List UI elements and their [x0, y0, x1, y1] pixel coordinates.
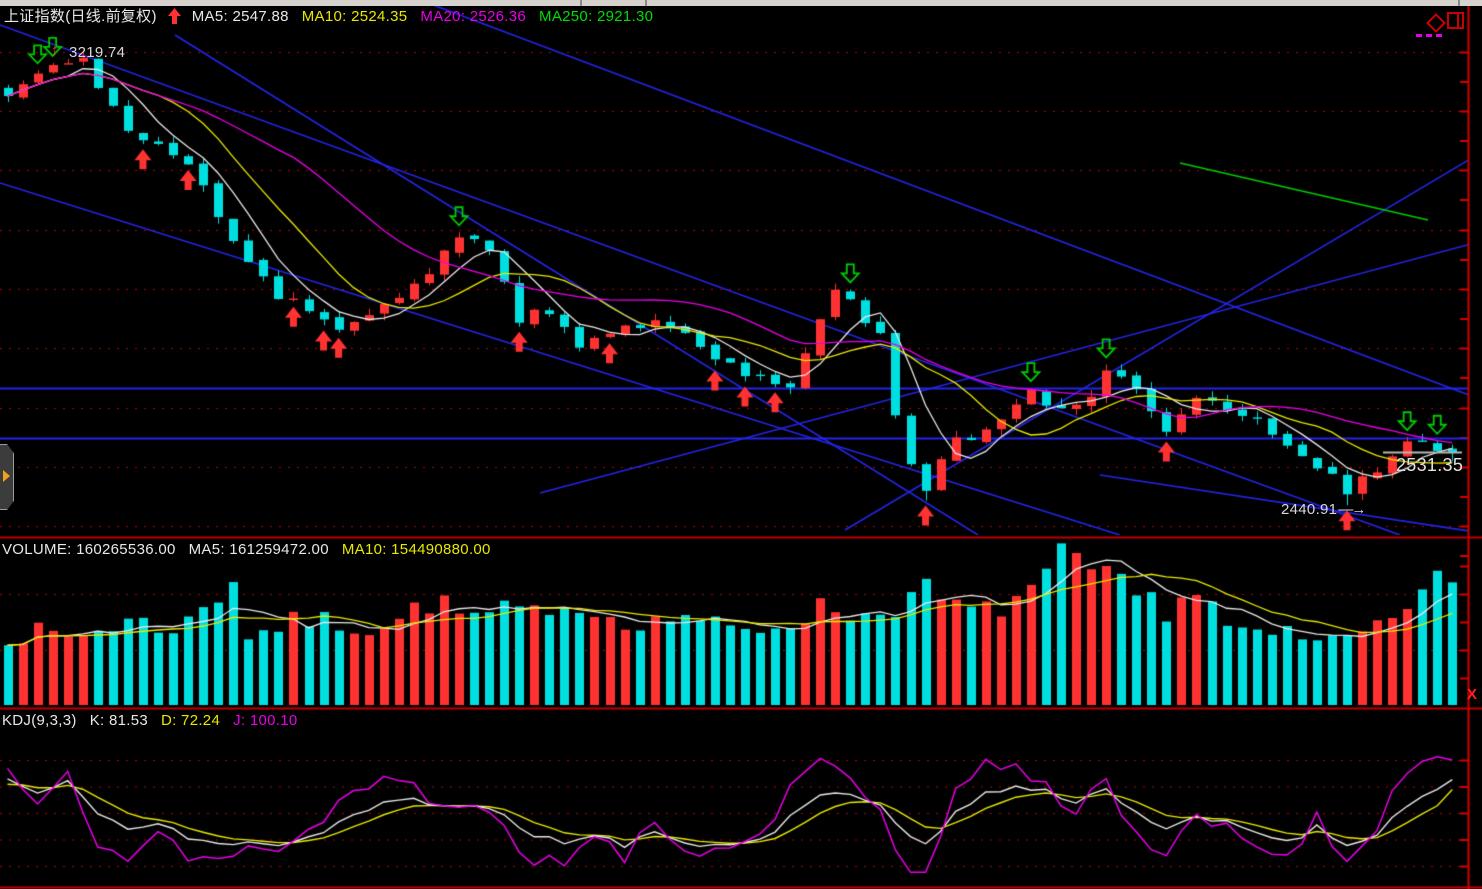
last-price-label: 2531.35: [1396, 455, 1464, 475]
up-arrow-icon: [167, 8, 181, 24]
volume-legend: VOLUME: 160265536.00 MA5: 161259472.00 M…: [2, 541, 491, 558]
ma10-legend: MA10: 2524.35: [301, 8, 408, 25]
kdj-name: KDJ(9,3,3): [2, 712, 77, 729]
volume-ma5: MA5: 161259472.00: [188, 541, 329, 558]
volume-value: VOLUME: 160265536.00: [2, 541, 176, 558]
chart-title: 上证指数(日线.前复权): [4, 8, 157, 25]
expand-triangle-icon: [3, 470, 10, 482]
peak-price-label: 3219.74: [69, 44, 126, 61]
ma20-legend: MA20: 2526.36: [420, 8, 527, 25]
sidebar-expand-handle[interactable]: [0, 444, 14, 510]
kdj-j-value: J: 100.10: [233, 712, 298, 729]
ma5-legend: MA5: 2547.88: [191, 8, 289, 25]
kdj-d-value: D: 72.24: [160, 712, 221, 729]
peak-arrow-glyph: ↑: [51, 42, 59, 59]
split-window-divider: [1457, 14, 1459, 27]
indicator-close-button[interactable]: X: [1467, 686, 1478, 703]
kdj-legend: KDJ(9,3,3) K: 81.53 D: 72.24 J: 100.10: [2, 712, 298, 729]
kdj-k-value: K: 81.53: [89, 712, 148, 729]
low-pointer-arrow: —→: [1338, 501, 1366, 518]
main-chart-legend: 上证指数(日线.前复权) MA5: 2547.88 MA10: 2524.35 …: [4, 8, 653, 25]
ma250-legend: MA250: 2921.30: [539, 8, 654, 25]
split-window-icon[interactable]: [1447, 12, 1464, 29]
window-top-edge: [0, 0, 1482, 6]
volume-ma10: MA10: 154490880.00: [341, 541, 491, 558]
ellipsis-indicator-icon: [1416, 34, 1442, 37]
low-price-label: 2440.91 —→: [1281, 501, 1366, 518]
low-price-value: 2440.91: [1281, 501, 1338, 518]
